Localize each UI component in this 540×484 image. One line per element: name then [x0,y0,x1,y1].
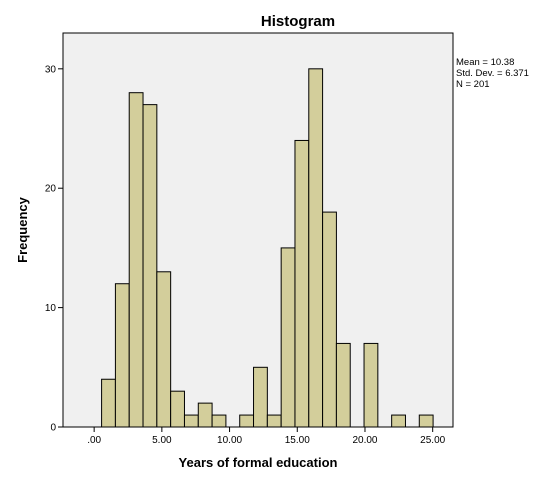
histogram-bar [197,402,213,428]
histogram-bar [253,366,268,428]
histogram-bar [308,68,324,428]
x-tick-label: 20.00 [352,435,377,446]
histogram-bar [114,283,130,428]
bars-group [101,68,434,428]
x-tick-label: 10.00 [217,435,242,446]
histogram-bar [322,211,337,428]
y-axis-label: Frequency [15,196,30,263]
histogram-bar [280,247,296,428]
y-tick-label: 20 [45,184,57,195]
histogram-bar [183,414,199,428]
histogram-bar [142,104,158,428]
x-tick-label: 5.00 [152,435,172,446]
y-tick-label: 30 [45,64,57,75]
x-tick-label: 15.00 [285,435,310,446]
x-axis-label: Years of formal education [179,455,338,470]
histogram-bar [391,414,406,428]
histogram-bar [335,342,351,428]
histogram-bar [266,414,282,428]
y-tick-label: 10 [45,303,57,314]
histogram-bar [294,139,310,428]
histogram-bar [418,414,434,428]
chart-title: Histogram [261,13,335,30]
x-axis: .00 5.00 10.00 15.00 20.00 25.00 [87,427,446,446]
stat-std-dev: Std. Dev. = 6.371 [456,68,529,79]
y-axis: 0 10 20 30 [45,64,63,434]
histogram-bar [156,271,172,428]
x-tick-label: 25.00 [420,435,445,446]
histogram-bar [128,92,144,428]
histogram-bar [170,390,185,428]
stat-n: N = 201 [456,79,490,90]
histogram-bar [211,414,227,428]
histogram-bar [363,342,379,428]
summary-stats: Mean = 10.38 Std. Dev. = 6.371 N = 201 [456,57,529,90]
y-tick-label: 0 [50,423,56,434]
histogram-bar [239,414,255,428]
histogram-bar [101,378,116,428]
stat-mean: Mean = 10.38 [456,57,515,68]
x-tick-label: .00 [87,435,101,446]
